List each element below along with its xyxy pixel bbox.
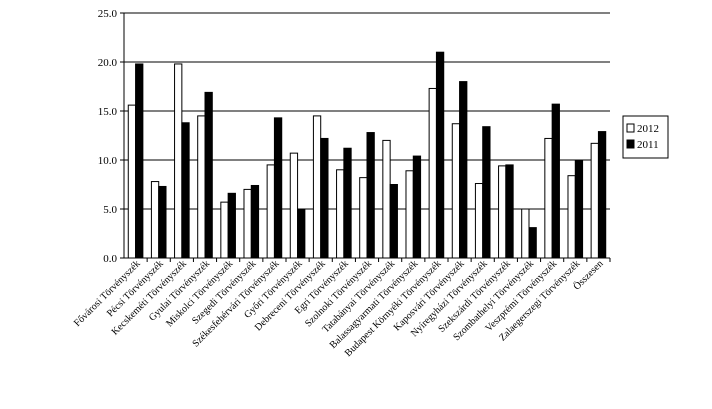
bar-2012 xyxy=(266,164,275,259)
y-tick-label: 15.0 xyxy=(98,106,118,118)
bar-2012 xyxy=(382,139,391,259)
bar-2012 xyxy=(521,208,530,259)
bar-2011 xyxy=(366,132,375,259)
legend: 2012 2011 xyxy=(622,115,669,159)
y-tick-label: 5.0 xyxy=(103,204,117,216)
bar-2011 xyxy=(273,117,283,259)
bar-2012 xyxy=(289,152,299,259)
bar-2012 xyxy=(243,188,252,259)
bar-2012 xyxy=(428,87,437,259)
bar-2012 xyxy=(498,165,507,259)
y-tick-label: 25.0 xyxy=(98,8,118,20)
bar-2011 xyxy=(158,185,167,259)
legend-swatch-2011 xyxy=(626,139,635,149)
bar-2011 xyxy=(250,184,260,259)
bar-2011 xyxy=(227,192,236,259)
bar-2012 xyxy=(127,104,137,259)
bar-2011 xyxy=(435,51,445,259)
bar-2012 xyxy=(451,123,461,259)
bar-2012 xyxy=(405,170,414,259)
legend-label-2012: 2012 xyxy=(637,123,659,135)
bar-2011 xyxy=(412,155,422,259)
bar-2011 xyxy=(528,227,537,259)
bar-2012 xyxy=(150,181,160,259)
bar-2012 xyxy=(197,115,206,259)
bar-2012 xyxy=(359,177,368,259)
bar-2011 xyxy=(597,131,607,259)
bar-2012 xyxy=(220,201,229,259)
bar-2012 xyxy=(312,115,322,259)
y-tick-label: 10.0 xyxy=(98,155,118,167)
bar-2011 xyxy=(135,63,144,259)
y-tick-label: 20.0 xyxy=(98,57,118,69)
bar-2012 xyxy=(567,175,576,259)
legend-swatch-2012 xyxy=(626,123,635,133)
bar-2012 xyxy=(544,137,553,259)
bar-2011 xyxy=(551,103,560,259)
bar-2012 xyxy=(474,183,484,259)
bar-2011 xyxy=(297,208,306,259)
bar-2011 xyxy=(574,159,584,259)
bar-2011 xyxy=(343,147,352,259)
bar-2011 xyxy=(320,137,329,259)
bar-2011 xyxy=(204,91,213,259)
bars xyxy=(127,51,607,259)
bar-2011 xyxy=(459,81,468,259)
bar-2011 xyxy=(505,164,514,259)
legend-box xyxy=(622,115,669,159)
bar-2012 xyxy=(590,142,599,259)
bar-2012 xyxy=(174,63,183,259)
legend-label-2011: 2011 xyxy=(637,139,659,151)
bar-2011 xyxy=(181,122,190,259)
bar-2011 xyxy=(482,126,491,259)
y-tick-label: 0.0 xyxy=(103,253,117,265)
bar-2012 xyxy=(336,169,345,259)
bar-2011 xyxy=(389,184,398,259)
